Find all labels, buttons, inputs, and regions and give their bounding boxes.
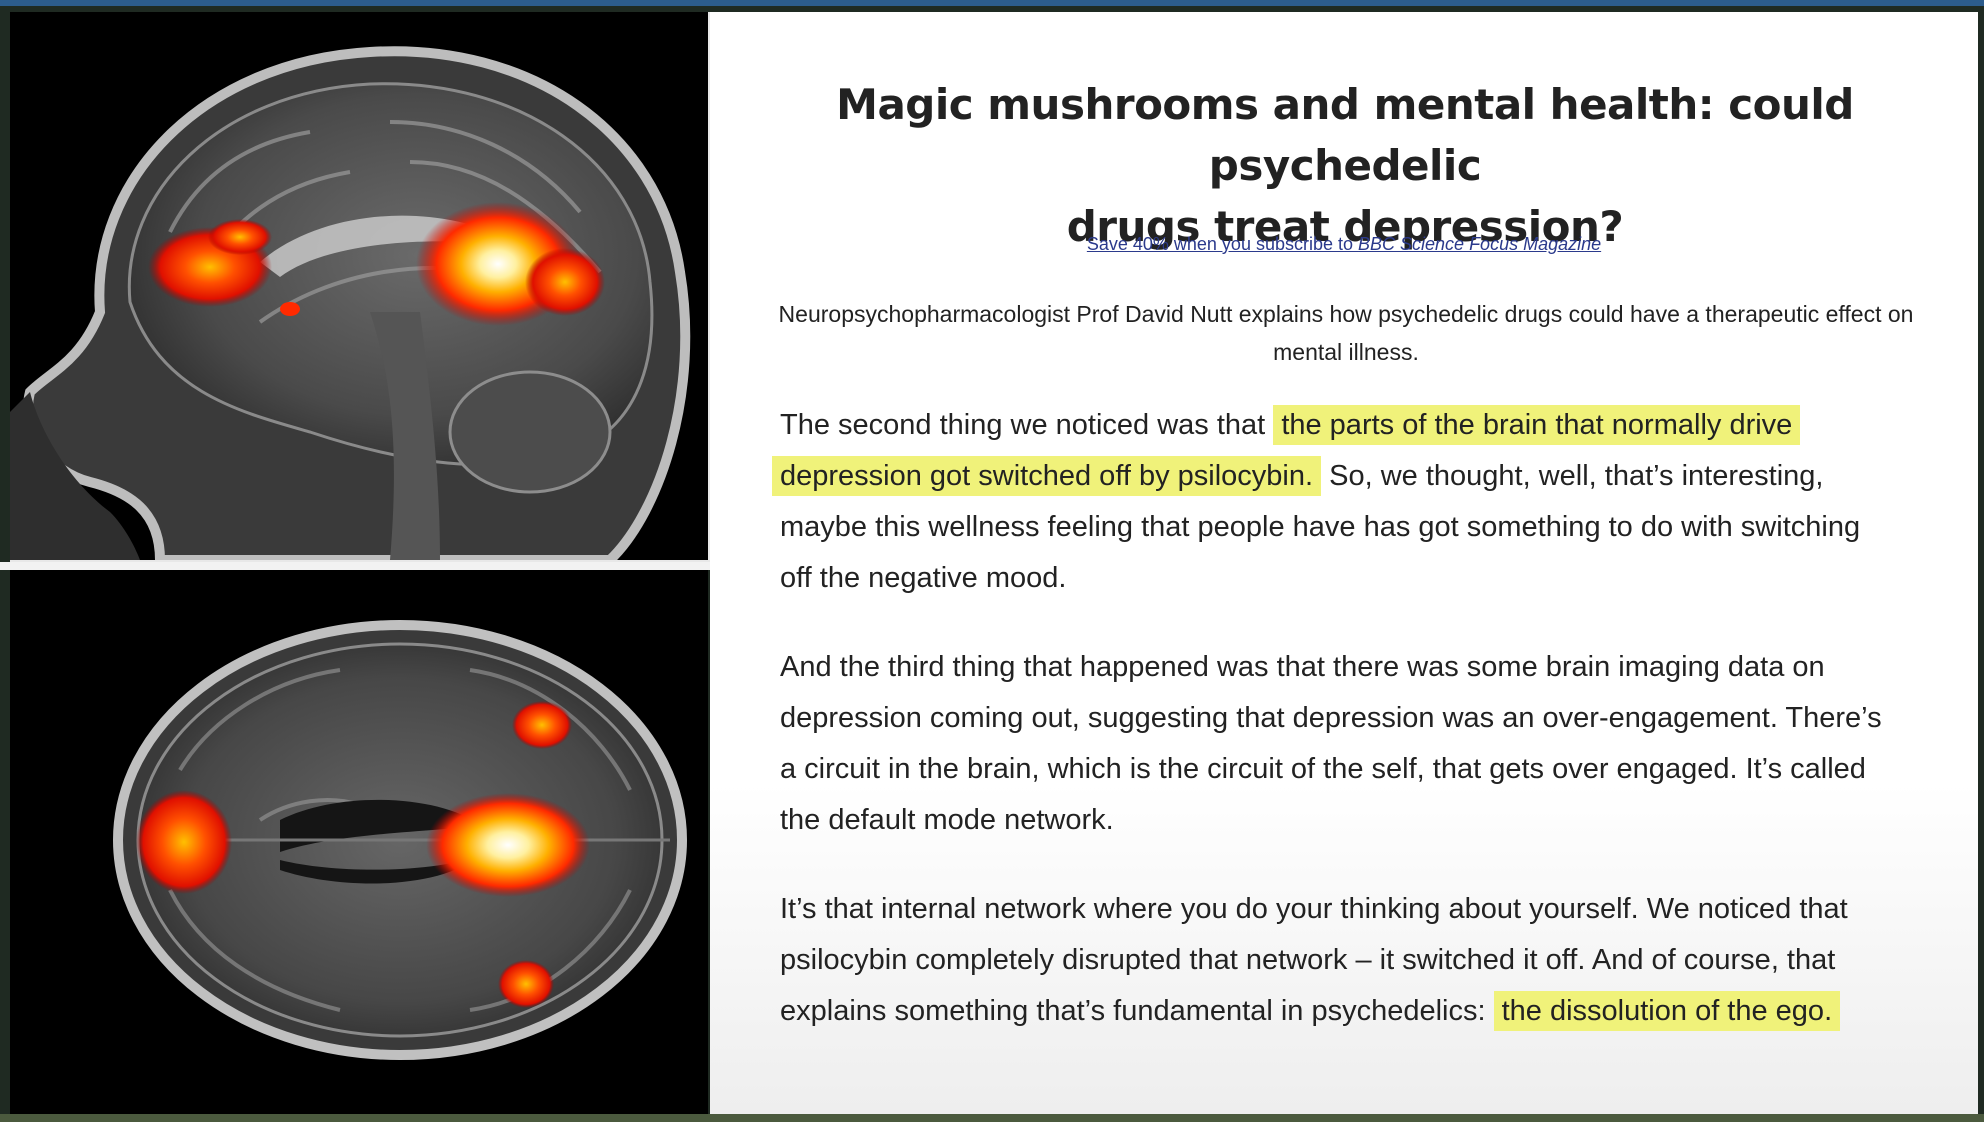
sagittal-brain-scan-image bbox=[10, 12, 710, 562]
p3-line-3-text: explains something that’s fundamental in… bbox=[780, 995, 1494, 1027]
p1-highlight-1: the parts of the brain that normally dri… bbox=[1273, 405, 1801, 445]
standfirst-line-2: mental illness. bbox=[1273, 339, 1419, 365]
standfirst-line-1: Neuropsychopharmacologist Prof David Nut… bbox=[778, 301, 1914, 327]
paragraph-3: It’s that internal network where you do … bbox=[780, 884, 1978, 1037]
p1-line-4: off the negative mood. bbox=[780, 562, 1067, 594]
axial-brain-scan-image bbox=[10, 570, 708, 1114]
p1-highlight-2: depression got switched off by psilocybi… bbox=[772, 456, 1322, 496]
headline-line-1: Magic mushrooms and mental health: could… bbox=[836, 80, 1854, 190]
p3-line-1: It’s that internal network where you do … bbox=[780, 893, 1848, 925]
p2-line-4: the default mode network. bbox=[780, 804, 1114, 836]
p3-line-2: psilocybin completely disrupted that net… bbox=[780, 944, 1836, 976]
scan-divider bbox=[0, 562, 710, 570]
p1-line-2-text: So, we thought, well, that’s interesting… bbox=[1321, 460, 1824, 492]
p2-line-1: And the third thing that happened was th… bbox=[780, 651, 1825, 683]
p2-line-3: a circuit in the brain, which is the cir… bbox=[780, 753, 1866, 785]
p3-highlight: the dissolution of the ego. bbox=[1493, 991, 1841, 1031]
bottom-edge bbox=[0, 1114, 1984, 1122]
promo-prefix: Save 40% when you subscribe to bbox=[1086, 234, 1359, 254]
p1-line-3: maybe this wellness feeling that people … bbox=[780, 511, 1861, 543]
article-panel: Magic mushrooms and mental health: could… bbox=[710, 12, 1978, 1114]
p2-line-2: depression coming out, suggesting that d… bbox=[780, 702, 1882, 734]
paragraph-2: And the third thing that happened was th… bbox=[780, 642, 1978, 846]
paragraph-1: The second thing we noticed was that the… bbox=[772, 400, 1978, 604]
article-headline: Magic mushrooms and mental health: could… bbox=[740, 74, 1950, 257]
p1-line-1-text: The second thing we noticed was that bbox=[780, 409, 1274, 441]
promo-magazine-name: BBC Science Focus Magazine bbox=[1358, 234, 1602, 254]
headline-line-2: drugs treat depression? bbox=[1066, 202, 1624, 251]
top-edge bbox=[0, 0, 1984, 6]
article-standfirst: Neuropsychopharmacologist Prof David Nut… bbox=[726, 295, 1966, 371]
subscribe-promo-link[interactable]: Save 40% when you subscribe to BBC Scien… bbox=[710, 234, 1978, 255]
